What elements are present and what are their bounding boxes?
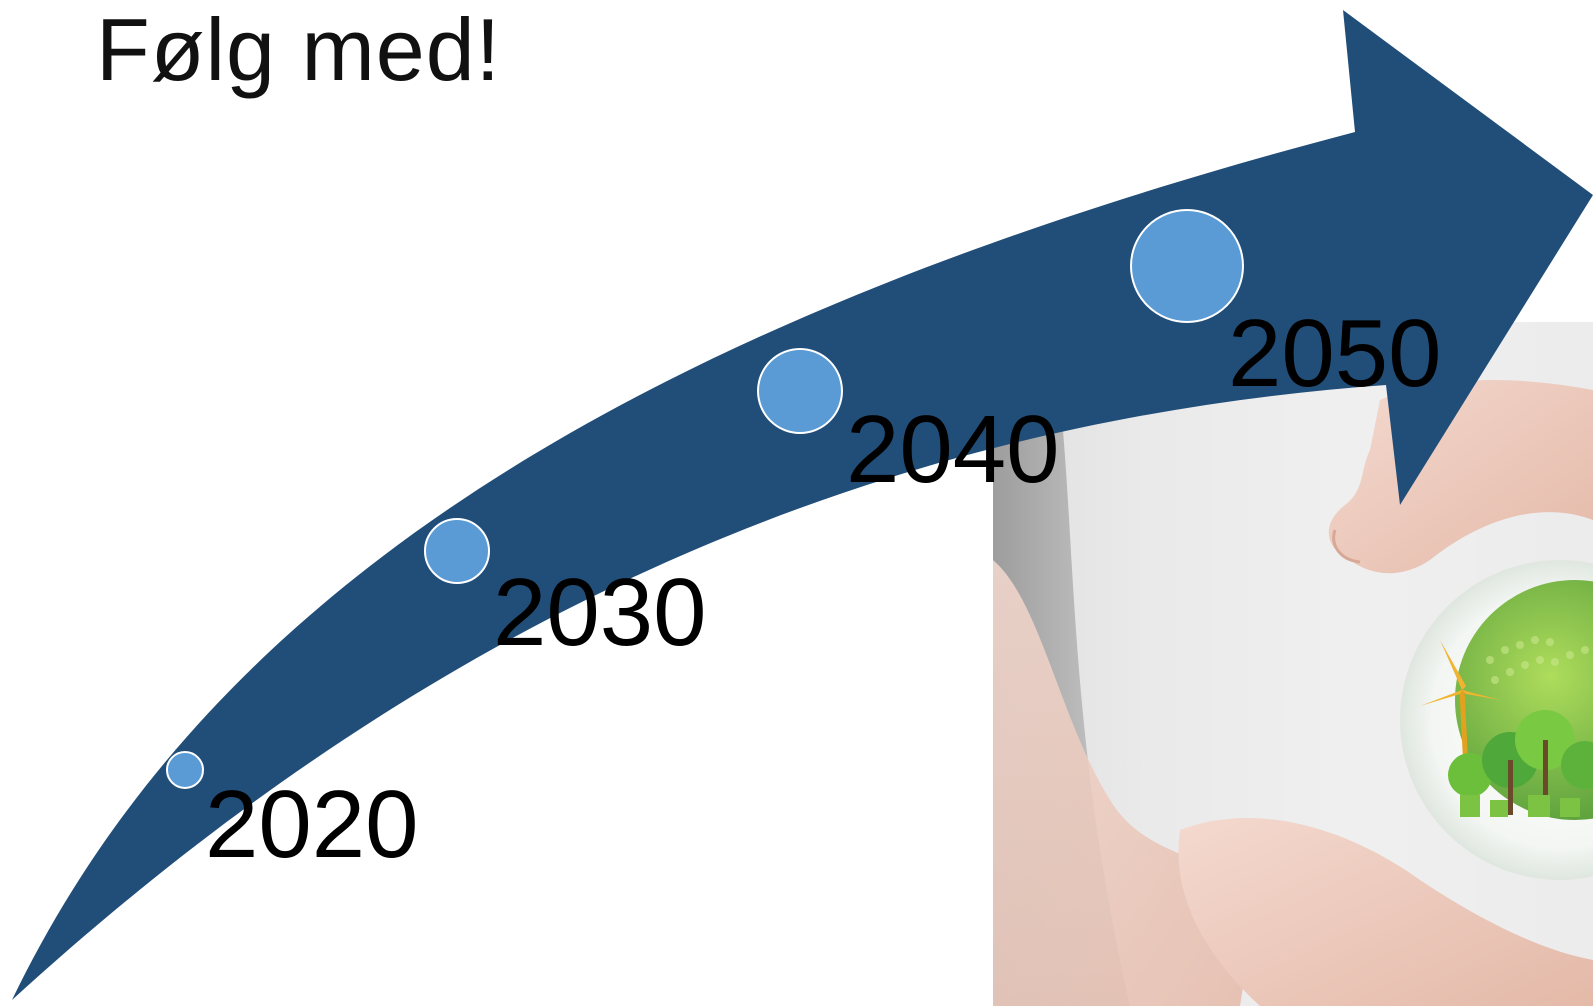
milestone-label-2020: 2020 [205,771,419,878]
milestone-marker-2020 [166,751,204,789]
hands-holding-globe-photo [993,322,1593,1006]
milestone-label-2040: 2040 [846,396,1060,503]
slide-title: Følg med! [96,0,502,99]
milestone-label-2050: 2050 [1228,300,1442,407]
milestone-marker-2040 [757,348,843,434]
houses-icon [1460,795,1580,817]
trees-icon [1448,710,1593,815]
milestone-marker-2050 [1130,209,1244,323]
milestone-label-2030: 2030 [493,559,707,666]
milestone-marker-2030 [424,518,490,584]
